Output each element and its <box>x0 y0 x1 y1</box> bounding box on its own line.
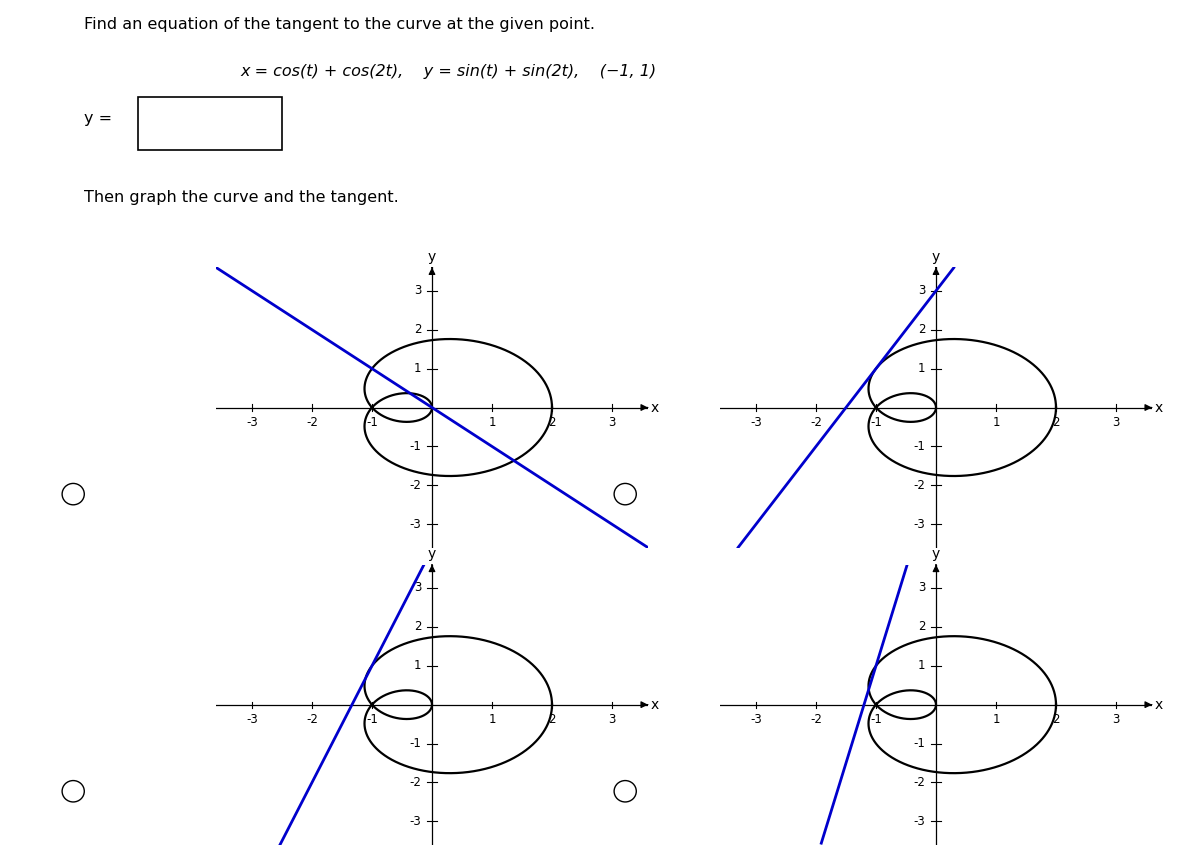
Text: 2: 2 <box>548 713 556 726</box>
Text: x: x <box>1154 698 1163 711</box>
Text: -1: -1 <box>409 440 421 453</box>
Text: -3: -3 <box>913 815 925 828</box>
Text: -3: -3 <box>409 815 421 828</box>
Text: 3: 3 <box>918 582 925 594</box>
Text: 1: 1 <box>992 713 1000 726</box>
Text: x = cos(t) + cos(2t),    y = sin(t) + sin(2t),    (−1, 1): x = cos(t) + cos(2t), y = sin(t) + sin(2… <box>240 65 656 79</box>
Text: -2: -2 <box>810 713 822 726</box>
Text: 2: 2 <box>1052 416 1060 429</box>
Text: -2: -2 <box>913 776 925 789</box>
Text: x: x <box>650 401 659 414</box>
Text: -1: -1 <box>913 737 925 750</box>
Text: -2: -2 <box>409 479 421 492</box>
Text: 2: 2 <box>548 416 556 429</box>
Text: 2: 2 <box>414 621 421 633</box>
Text: -3: -3 <box>750 713 762 726</box>
Text: 1: 1 <box>414 363 421 375</box>
Text: y: y <box>428 547 436 560</box>
Text: x: x <box>650 698 659 711</box>
Text: -2: -2 <box>409 776 421 789</box>
Text: 1: 1 <box>992 416 1000 429</box>
Text: -1: -1 <box>409 737 421 750</box>
Text: 3: 3 <box>1112 713 1120 726</box>
Text: -1: -1 <box>366 713 378 726</box>
Text: -1: -1 <box>870 713 882 726</box>
Text: 3: 3 <box>918 284 925 297</box>
Text: -2: -2 <box>810 416 822 429</box>
Text: y =: y = <box>84 111 112 127</box>
Text: -3: -3 <box>913 518 925 531</box>
Text: 3: 3 <box>1112 416 1120 429</box>
Text: 2: 2 <box>1052 713 1060 726</box>
Text: 2: 2 <box>414 323 421 336</box>
Text: 3: 3 <box>414 284 421 297</box>
Text: -3: -3 <box>750 416 762 429</box>
Text: 3: 3 <box>414 582 421 594</box>
Text: -1: -1 <box>913 440 925 453</box>
FancyBboxPatch shape <box>138 98 282 149</box>
Text: -3: -3 <box>246 416 258 429</box>
Text: -1: -1 <box>870 416 882 429</box>
Text: y: y <box>932 547 940 560</box>
Text: -2: -2 <box>306 713 318 726</box>
Text: x: x <box>1154 401 1163 414</box>
Text: y: y <box>428 250 436 263</box>
Text: y: y <box>932 250 940 263</box>
Text: 2: 2 <box>918 323 925 336</box>
Text: 1: 1 <box>918 660 925 672</box>
Text: -1: -1 <box>366 416 378 429</box>
Text: -3: -3 <box>246 713 258 726</box>
Text: 3: 3 <box>608 416 616 429</box>
Text: 3: 3 <box>608 713 616 726</box>
Text: 1: 1 <box>488 416 496 429</box>
Text: -2: -2 <box>913 479 925 492</box>
Text: -2: -2 <box>306 416 318 429</box>
Text: 1: 1 <box>414 660 421 672</box>
Text: 2: 2 <box>918 621 925 633</box>
Text: -3: -3 <box>409 518 421 531</box>
Text: Find an equation of the tangent to the curve at the given point.: Find an equation of the tangent to the c… <box>84 17 595 31</box>
Text: 1: 1 <box>488 713 496 726</box>
Text: 1: 1 <box>918 363 925 375</box>
Text: Then graph the curve and the tangent.: Then graph the curve and the tangent. <box>84 190 398 205</box>
